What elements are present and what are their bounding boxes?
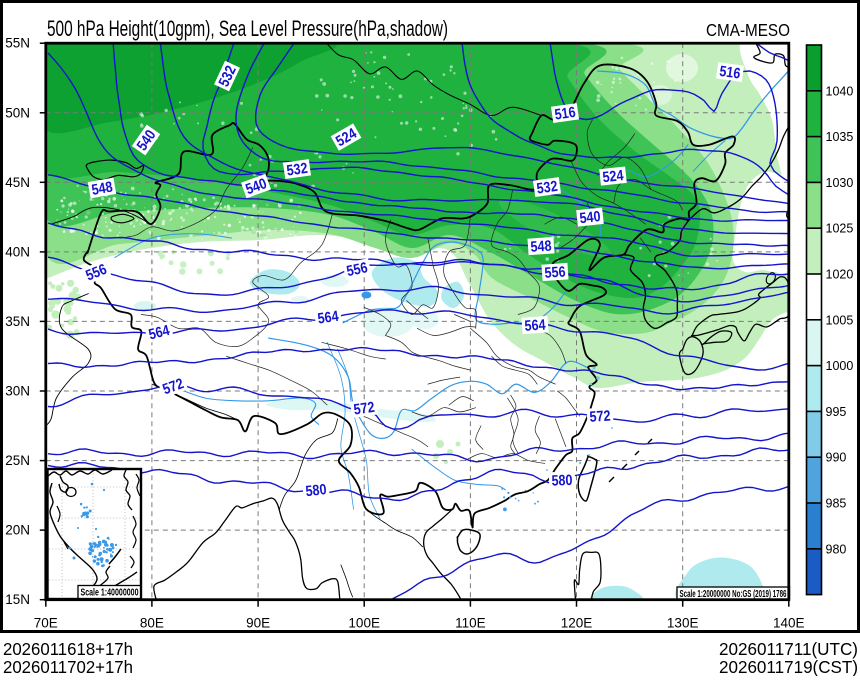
svg-text:532: 532 [536,178,559,198]
svg-text:140E: 140E [773,616,805,631]
svg-text:540: 540 [243,175,269,198]
svg-text:995: 995 [826,405,847,419]
svg-text:1025: 1025 [826,222,854,236]
svg-text:524: 524 [602,167,625,186]
svg-text:556: 556 [345,259,369,280]
svg-text:516: 516 [554,104,577,124]
svg-text:120E: 120E [561,616,593,631]
svg-text:100E: 100E [348,616,380,631]
svg-text:556: 556 [83,261,109,285]
svg-text:1035: 1035 [826,130,854,144]
svg-text:548: 548 [90,178,114,198]
svg-text:1040: 1040 [826,84,854,98]
svg-text:1030: 1030 [826,176,854,190]
svg-text:1000: 1000 [826,359,854,373]
svg-text:80E: 80E [140,616,164,631]
svg-text:1020: 1020 [826,268,854,282]
svg-text:Scale 1:40000000: Scale 1:40000000 [81,588,139,599]
svg-text:564: 564 [524,316,547,334]
svg-text:572: 572 [589,407,611,425]
svg-text:50N: 50N [5,105,30,120]
svg-text:2026011719(CST): 2026011719(CST) [719,657,858,676]
svg-text:540: 540 [579,208,602,227]
svg-text:985: 985 [826,497,847,511]
svg-text:2026011702+17h: 2026011702+17h [3,657,133,676]
svg-text:45N: 45N [5,175,30,190]
svg-text:110E: 110E [455,616,486,631]
svg-text:15N: 15N [5,592,30,607]
svg-text:980: 980 [826,542,847,556]
svg-text:30N: 30N [5,384,30,399]
svg-text:35N: 35N [5,314,30,329]
svg-text:556: 556 [544,263,566,281]
svg-text:25N: 25N [5,453,30,468]
svg-text:Scale 1:20000000 No:GS (2019): Scale 1:20000000 No:GS (2019) 1786 [680,589,787,600]
svg-text:2026011618+17h: 2026011618+17h [3,639,133,659]
svg-text:CMA-MESO: CMA-MESO [706,20,790,40]
svg-text:580: 580 [551,472,573,490]
svg-text:580: 580 [305,481,328,500]
svg-text:70E: 70E [34,616,58,631]
svg-text:572: 572 [353,399,376,419]
svg-text:55N: 55N [5,36,30,51]
svg-text:572: 572 [160,375,186,398]
svg-text:564: 564 [317,308,341,328]
svg-text:90E: 90E [246,616,270,631]
svg-text:20N: 20N [5,523,30,538]
svg-text:516: 516 [718,63,741,83]
svg-text:990: 990 [826,451,847,465]
svg-text:1005: 1005 [826,313,854,327]
svg-text:40N: 40N [5,244,30,259]
svg-text:500 hPa Height(10gpm), Sea Lev: 500 hPa Height(10gpm), Sea Level Pressur… [47,16,448,41]
svg-text:532: 532 [286,160,309,180]
svg-text:564: 564 [147,322,172,344]
svg-text:2026011711(UTC): 2026011711(UTC) [719,639,858,659]
svg-text:130E: 130E [667,616,699,631]
svg-text:548: 548 [530,237,552,255]
